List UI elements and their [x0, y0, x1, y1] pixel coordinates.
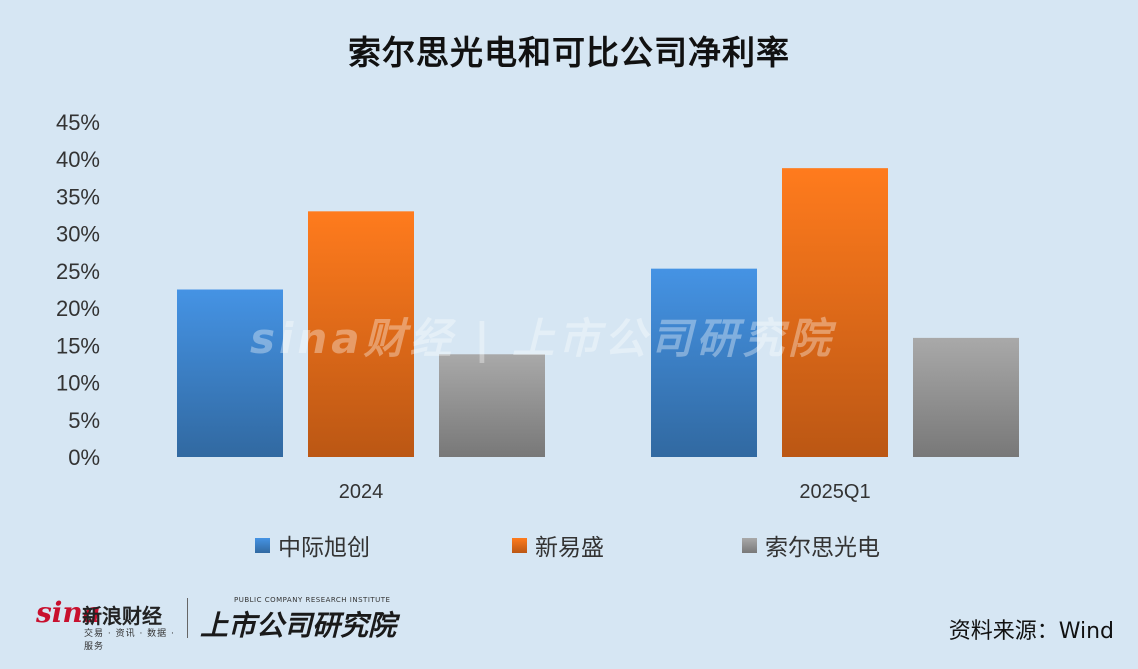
- bar-2024-0: [177, 289, 283, 457]
- y-tick-label: 15%: [56, 333, 100, 358]
- y-tick-label: 20%: [56, 296, 100, 321]
- x-tick-label: 2024: [339, 481, 384, 503]
- legend-swatch: [255, 537, 270, 553]
- y-tick-label: 5%: [68, 408, 100, 433]
- logo-divider: [187, 598, 188, 638]
- data-source: 资料来源：Wind: [948, 619, 1114, 644]
- research-institute-logo-en: PUBLIC COMPANY RESEARCH INSTITUTE: [234, 596, 391, 604]
- legend-swatch: [512, 537, 527, 553]
- legend-label: 新易盛: [535, 535, 604, 561]
- y-tick-label: 45%: [56, 110, 100, 135]
- sina-finance-logo: sina 新浪财经 交易 · 资讯 · 数据 · 服务: [36, 596, 176, 652]
- sina-logo-name: 新浪财经: [82, 604, 162, 628]
- bar-2025Q1-2: [913, 337, 1019, 457]
- legend: 中际旭创 新易盛 索尔思光电: [0, 528, 1138, 562]
- bar-2025Q1-0: [651, 268, 757, 457]
- legend-item-suoersi: 索尔思光电: [742, 528, 880, 562]
- y-tick-label: 35%: [56, 184, 100, 209]
- legend-swatch: [742, 537, 757, 553]
- bar-2024-1: [308, 211, 414, 457]
- y-tick-label: 40%: [56, 147, 100, 172]
- legend-label: 索尔思光电: [765, 535, 880, 561]
- bar-2025Q1-1: [782, 168, 888, 457]
- y-tick-label: 0%: [68, 445, 100, 470]
- sina-logo-word: sina: [36, 596, 101, 629]
- bar-2024-2: [439, 354, 545, 457]
- y-tick-label: 30%: [56, 222, 100, 247]
- legend-item-zhongji: 中际旭创: [255, 528, 370, 562]
- chart-title: 索尔思光电和可比公司净利率: [348, 33, 790, 72]
- research-institute-logo-cn: 上市公司研究院: [200, 609, 397, 642]
- legend-label: 中际旭创: [278, 535, 370, 561]
- y-tick-label: 25%: [56, 259, 100, 284]
- legend-item-xinyisheng: 新易盛: [512, 528, 604, 562]
- sina-logo-tagline: 交易 · 资讯 · 数据 · 服务: [84, 629, 175, 652]
- y-tick-label: 10%: [56, 371, 100, 396]
- research-institute-logo: PUBLIC COMPANY RESEARCH INSTITUTE 上市公司研究…: [200, 596, 400, 642]
- x-tick-label: 2025Q1: [799, 481, 870, 503]
